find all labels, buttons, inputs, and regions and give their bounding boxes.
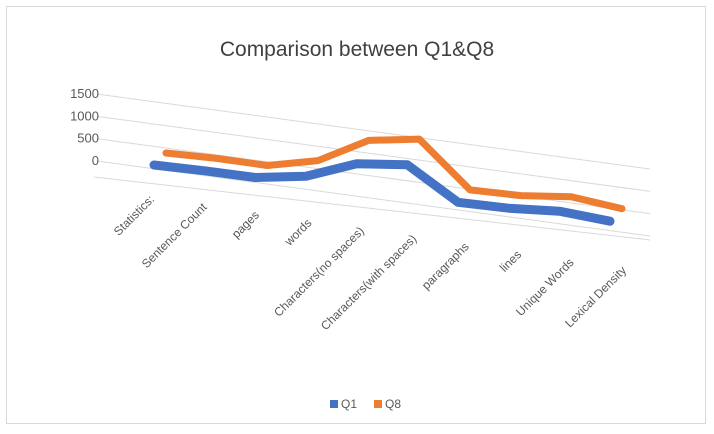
gridline [96,115,651,192]
category-label: Lexical Density [562,263,629,330]
category-label: lines [497,247,524,274]
category-label: Sentence Count [139,200,210,271]
y-axis-ticks: 0 500 1000 1500 [70,86,99,168]
legend-swatch-q8 [374,400,382,408]
legend-label-q8: Q8 [385,397,401,411]
category-label: pages [229,208,262,241]
gridline [96,138,651,215]
y-tick-label: 1500 [70,86,99,101]
y-tick-label: 500 [77,131,99,146]
chart-title: Comparison between Q1&Q8 [220,38,494,61]
legend: Q1 Q8 [330,397,401,411]
legend-label-q1: Q1 [341,397,357,411]
category-label: Statistics: [111,192,157,238]
series-line-q8 [162,135,626,213]
gridlines [93,93,651,241]
series-line-q1 [149,159,615,226]
chart-svg: Comparison between Q1&Q8 0 500 1000 1500 St… [70,38,651,411]
category-label: Unique Words [513,255,577,319]
category-label: words [281,216,314,249]
floor-line [93,176,651,241]
y-tick-label: 0 [92,153,99,168]
series-layer [149,135,626,226]
gridline [96,93,651,170]
chart-frame: Comparison between Q1&Q8 0 500 1000 1500 St… [6,6,706,424]
y-tick-label: 1000 [70,108,99,123]
legend-swatch-q1 [330,400,338,408]
category-label: paragraphs [419,240,472,293]
